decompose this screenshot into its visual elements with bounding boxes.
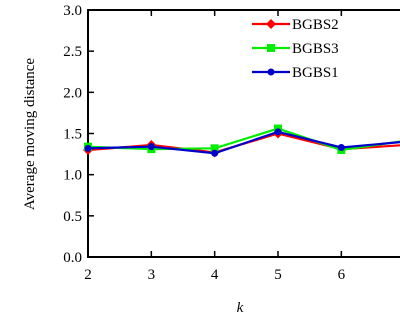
x-tick-label: 5 bbox=[274, 267, 282, 283]
series-bgbs1 bbox=[84, 128, 400, 157]
legend-label-bgbs1: BGBS1 bbox=[292, 65, 339, 81]
data-point-bgbs1 bbox=[274, 128, 282, 136]
legend-marker-bgbs1 bbox=[267, 68, 275, 76]
x-tick-label: 6 bbox=[338, 267, 346, 283]
x-tick-label: 4 bbox=[211, 267, 219, 283]
data-point-bgbs1 bbox=[84, 144, 92, 152]
legend-marker-bgbs2 bbox=[266, 19, 276, 29]
legend-item-bgbs2: BGBS2 bbox=[252, 17, 339, 33]
series-bgbs2 bbox=[83, 128, 400, 158]
series-line-bgbs3 bbox=[87, 127, 400, 152]
data-point-bgbs1 bbox=[337, 143, 345, 151]
plot-frame bbox=[87, 9, 400, 258]
legend-item-bgbs1: BGBS1 bbox=[252, 65, 339, 81]
y-tick-label: 2.5 bbox=[63, 44, 82, 60]
y-axis-title: Average moving distance bbox=[22, 58, 38, 211]
series-layer bbox=[83, 124, 400, 158]
data-point-bgbs3 bbox=[210, 144, 219, 153]
y-tick-label: 3.0 bbox=[63, 3, 82, 19]
data-point-bgbs1 bbox=[147, 143, 155, 151]
y-tick-label: 2.0 bbox=[63, 85, 82, 101]
y-tick-label: 1.0 bbox=[63, 168, 82, 184]
legend-label-bgbs2: BGBS2 bbox=[292, 17, 339, 33]
y-tick-label: 1.5 bbox=[63, 127, 82, 143]
x-tick-label: 3 bbox=[148, 267, 156, 283]
legend-item-bgbs3: BGBS3 bbox=[252, 41, 339, 57]
legend-label-bgbs3: BGBS3 bbox=[292, 41, 339, 57]
axes: 0.00.51.01.52.02.53.0234567 bbox=[63, 3, 400, 283]
y-tick-label: 0.5 bbox=[63, 209, 82, 225]
data-point-bgbs1 bbox=[211, 149, 219, 157]
legend-marker-bgbs3 bbox=[267, 44, 275, 52]
legend: BGBS2 BGBS3 BGBS1 bbox=[252, 17, 339, 81]
x-tick-label: 2 bbox=[84, 267, 92, 283]
x-axis-title: k bbox=[237, 300, 244, 316]
series-line-bgbs1 bbox=[87, 130, 400, 155]
series-bgbs3 bbox=[84, 124, 400, 154]
y-tick-label: 0.0 bbox=[63, 250, 82, 266]
